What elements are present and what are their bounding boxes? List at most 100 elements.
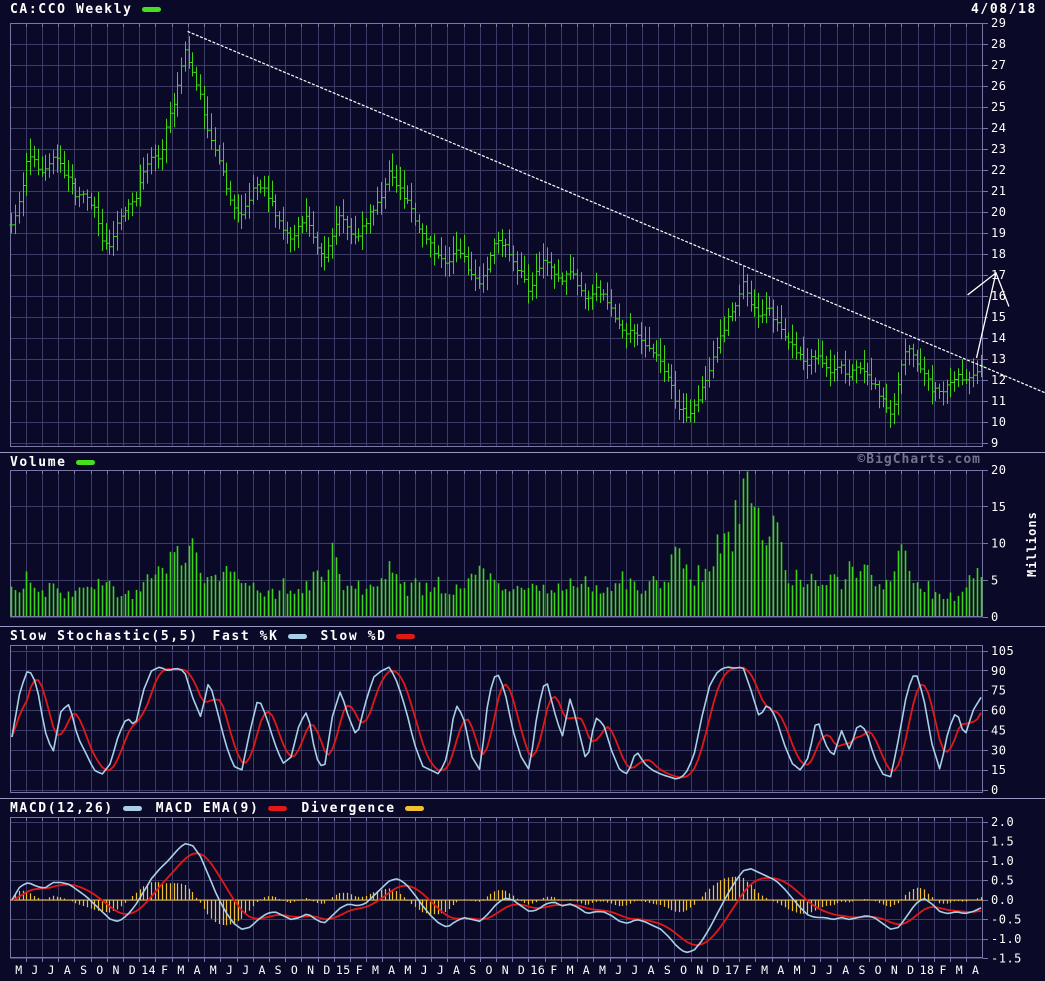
macd-header: MACD(12,26) MACD EMA(9) Divergence — [10, 801, 438, 816]
svg-text:O: O — [485, 963, 492, 977]
macd-series — [10, 842, 983, 954]
macd-legend-dash-icon — [122, 806, 142, 811]
svg-text:M: M — [599, 963, 606, 977]
svg-text:14: 14 — [141, 963, 156, 977]
stochastic-grid — [10, 645, 983, 793]
svg-text:30: 30 — [991, 743, 1006, 757]
svg-text:O: O — [875, 963, 882, 977]
svg-text:J: J — [437, 963, 444, 977]
svg-text:O: O — [680, 963, 687, 977]
svg-text:N: N — [696, 963, 703, 977]
svg-text:2.0: 2.0 — [991, 815, 1014, 829]
macd-line — [11, 842, 982, 954]
svg-text:1.5: 1.5 — [991, 835, 1014, 849]
slow-d-label: Slow %D — [320, 629, 387, 644]
date-label-wrap: 4/08/18 — [971, 2, 1037, 17]
svg-text:M: M — [794, 963, 801, 977]
svg-text:F: F — [550, 963, 557, 977]
svg-text:J: J — [615, 963, 622, 977]
svg-text:19: 19 — [991, 226, 1006, 240]
svg-text:F: F — [161, 963, 168, 977]
svg-text:A: A — [453, 963, 460, 977]
svg-text:12: 12 — [991, 373, 1006, 387]
svg-text:A: A — [64, 963, 71, 977]
svg-text:26: 26 — [991, 79, 1006, 93]
volume-header: Volume — [10, 455, 109, 470]
svg-text:17: 17 — [725, 963, 740, 977]
svg-text:11: 11 — [991, 394, 1006, 408]
breakout-arrow — [967, 271, 1010, 359]
svg-text:J: J — [31, 963, 38, 977]
svg-text:D: D — [518, 963, 525, 977]
svg-text:27: 27 — [991, 58, 1006, 72]
svg-text:F: F — [356, 963, 363, 977]
svg-text:-1.0: -1.0 — [991, 932, 1022, 946]
price-grid — [10, 23, 983, 447]
x-axis-labels: M J J A S O N D 14 F M A M J J A S O N D 15 F M A M J J A S O N D 16 F M A M… — [15, 958, 979, 977]
svg-text:21: 21 — [991, 184, 1006, 198]
svg-text:S: S — [80, 963, 87, 977]
price-annotations — [187, 30, 1045, 394]
svg-text:0: 0 — [991, 610, 999, 624]
svg-text:A: A — [648, 963, 655, 977]
svg-text:M: M — [567, 963, 574, 977]
svg-text:F: F — [745, 963, 752, 977]
svg-text:-1.5: -1.5 — [991, 952, 1022, 966]
fast-k-line — [11, 666, 982, 780]
svg-text:M: M — [210, 963, 217, 977]
macd-axis-labels: 2.0 1.5 1.0 0.5 0.0 -0.5 -1.0 -1.5 — [983, 815, 1022, 966]
macd-ema-label: MACD EMA(9) — [155, 801, 260, 816]
svg-text:60: 60 — [991, 704, 1006, 718]
stochastic-axis-labels: 105 90 75 60 45 30 15 0 — [983, 644, 1014, 797]
price-header: CA:CCO Weekly — [10, 2, 175, 17]
svg-text:1.0: 1.0 — [991, 854, 1014, 868]
svg-text:M: M — [15, 963, 22, 977]
svg-text:10: 10 — [991, 537, 1006, 551]
volume-bars — [10, 471, 983, 616]
downtrend-line — [187, 30, 1045, 394]
svg-text:0: 0 — [991, 783, 999, 797]
svg-text:M: M — [956, 963, 963, 977]
svg-text:105: 105 — [991, 644, 1014, 658]
svg-text:-0.5: -0.5 — [991, 913, 1022, 927]
svg-text:10: 10 — [991, 415, 1006, 429]
svg-text:J: J — [242, 963, 249, 977]
svg-text:A: A — [842, 963, 849, 977]
svg-text:J: J — [631, 963, 638, 977]
svg-text:J: J — [826, 963, 833, 977]
svg-text:S: S — [275, 963, 282, 977]
volume-axis-labels: 20 15 10 5 0 — [983, 463, 1006, 624]
svg-text:A: A — [972, 963, 979, 977]
svg-text:M: M — [372, 963, 379, 977]
svg-text:20: 20 — [991, 463, 1006, 477]
svg-text:20: 20 — [991, 205, 1006, 219]
svg-text:A: A — [583, 963, 590, 977]
svg-text:25: 25 — [991, 100, 1006, 114]
svg-text:5: 5 — [991, 573, 999, 587]
svg-text:A: A — [258, 963, 265, 977]
svg-text:M: M — [761, 963, 768, 977]
svg-text:N: N — [502, 963, 509, 977]
svg-text:24: 24 — [991, 121, 1006, 135]
svg-text:O: O — [291, 963, 298, 977]
macd-ema-line — [11, 852, 982, 946]
divergence-histogram — [14, 876, 983, 926]
svg-text:15: 15 — [336, 963, 351, 977]
price-legend-dash-icon — [141, 7, 161, 12]
fast-k-legend-dash-icon — [287, 634, 307, 639]
svg-text:13: 13 — [991, 352, 1006, 366]
bigcharts-watermark: ©BigCharts.com — [857, 452, 981, 467]
svg-text:N: N — [891, 963, 898, 977]
price-axis-labels: 2928272625242322212019181716151413121110… — [983, 16, 1006, 450]
svg-text:D: D — [323, 963, 330, 977]
svg-text:14: 14 — [991, 331, 1006, 345]
date-label: 4/08/18 — [971, 2, 1037, 17]
svg-text:J: J — [48, 963, 55, 977]
svg-text:M: M — [177, 963, 184, 977]
svg-text:S: S — [664, 963, 671, 977]
symbol-label: CA:CCO Weekly — [10, 2, 133, 17]
svg-text:J: J — [810, 963, 817, 977]
svg-text:75: 75 — [991, 684, 1006, 698]
svg-text:0.0: 0.0 — [991, 893, 1014, 907]
